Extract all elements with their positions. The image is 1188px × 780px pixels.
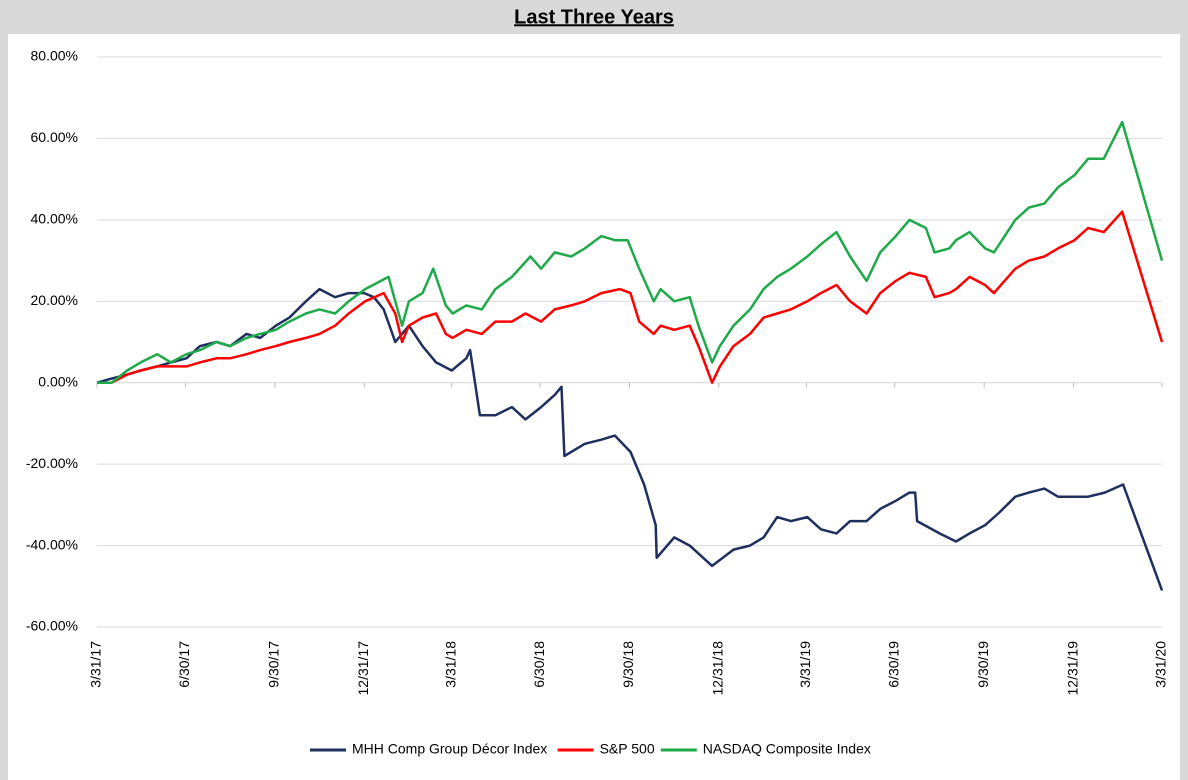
x-tick-label: 12/31/18 (710, 641, 726, 696)
y-tick-label: 20.00% (31, 292, 78, 308)
x-tick-label: 3/31/19 (797, 641, 813, 688)
x-tick-label: 3/31/18 (442, 641, 458, 688)
y-tick-label: 60.00% (31, 129, 78, 145)
y-tick-label: -20.00% (26, 455, 78, 471)
legend-label: NASDAQ Composite Index (703, 741, 871, 757)
x-tick-label: 12/31/19 (1064, 641, 1080, 696)
legend-label: MHH Comp Group Décor Index (352, 741, 547, 757)
y-tick-label: 0.00% (38, 373, 78, 389)
y-tick-label: 80.00% (31, 48, 78, 64)
legend-label: S&P 500 (600, 741, 655, 757)
chart-area (8, 34, 1180, 780)
y-tick-label: -60.00% (26, 618, 78, 634)
x-tick-label: 3/31/20 (1153, 641, 1169, 688)
series-line (97, 120, 1164, 384)
x-tick-label: 9/30/17 (266, 641, 282, 688)
x-tick-label: 9/30/18 (620, 641, 636, 688)
x-tick-label: 12/31/17 (355, 641, 371, 696)
y-tick-label: 40.00% (31, 211, 78, 227)
x-tick-label: 6/30/19 (885, 641, 901, 688)
x-tick-label: 3/31/17 (88, 641, 104, 688)
y-tick-label: -40.00% (26, 536, 78, 552)
x-tick-label: 9/30/19 (975, 641, 991, 688)
series-line (96, 287, 1164, 591)
x-tick-label: 6/30/17 (176, 641, 192, 688)
series-line (97, 210, 1164, 384)
x-tick-label: 6/30/18 (531, 641, 547, 688)
chart-title: Last Three Years (514, 6, 674, 28)
